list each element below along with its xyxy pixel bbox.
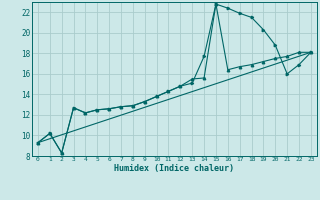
X-axis label: Humidex (Indice chaleur): Humidex (Indice chaleur) [115, 164, 234, 173]
